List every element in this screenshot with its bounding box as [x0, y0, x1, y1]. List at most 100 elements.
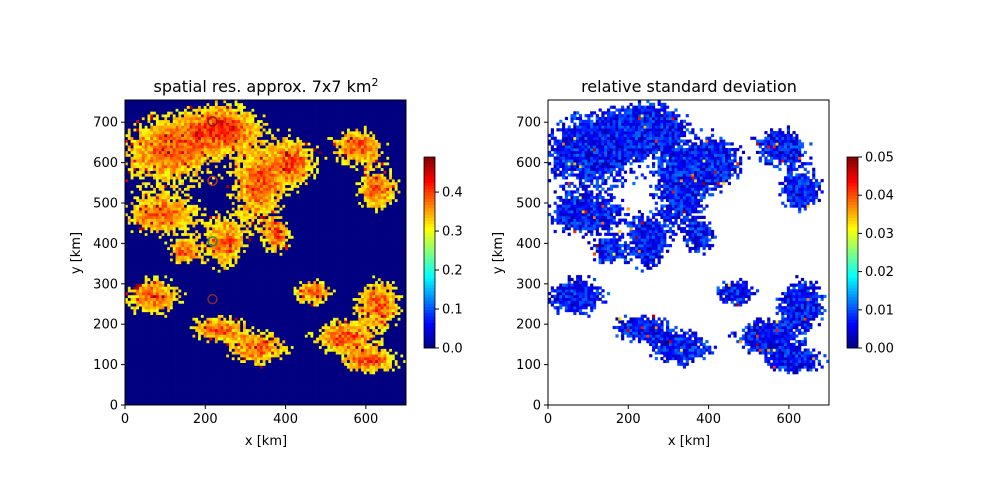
heatmap-cell: [125, 263, 129, 267]
heatmap-cell: [155, 348, 160, 352]
heatmap-cell: [243, 328, 247, 332]
heatmap-cell: [316, 362, 320, 366]
heatmap-cell: [234, 277, 238, 282]
heatmap-cell: [330, 396, 334, 400]
heatmap-cell: [318, 292, 323, 296]
heatmap-cell: [324, 320, 328, 324]
heatmap-cell: [147, 362, 151, 366]
heatmap-cell: [377, 300, 382, 304]
heatmap-cell: [175, 340, 179, 344]
heatmap-cell: [338, 342, 342, 347]
heatmap-cell: [296, 396, 300, 400]
heatmap-cell: [127, 269, 131, 273]
heatmap-cell: [324, 393, 328, 397]
heatmap-cell: [307, 379, 311, 383]
heatmap-cell: [285, 308, 289, 313]
heatmap-cell: [192, 373, 196, 378]
heatmap-cell: [316, 371, 320, 375]
heatmap-cell: [310, 297, 314, 301]
heatmap-cell: [324, 376, 328, 380]
heatmap-cell: [125, 297, 129, 301]
heatmap-cell: [400, 325, 404, 330]
heatmap-cell: [318, 359, 323, 363]
heatmap-cell: [164, 362, 168, 366]
heatmap-cell: [192, 320, 196, 324]
heatmap-cell: [279, 345, 283, 349]
heatmap-cell: [321, 280, 325, 284]
heatmap-cell: [302, 362, 306, 366]
heatmap-cell: [144, 317, 148, 321]
heatmap-cell: [403, 280, 407, 284]
heatmap-cell: [268, 337, 272, 341]
heatmap-cell: [223, 277, 227, 282]
heatmap-cell: [386, 303, 390, 307]
heatmap-cell: [285, 328, 289, 332]
heatmap-cell: [228, 393, 233, 397]
heatmap-cell: [287, 331, 292, 335]
heatmap-cell: [144, 286, 148, 290]
heatmap-cell: [285, 272, 289, 276]
heatmap-cell: [172, 331, 176, 335]
heatmap-cell: [265, 388, 269, 392]
heatmap-cell: [203, 306, 207, 310]
heatmap-cell: [358, 345, 362, 349]
heatmap-cell: [181, 348, 185, 352]
heatmap-cell: [214, 272, 219, 276]
heatmap-cell: [198, 388, 202, 392]
heatmap-cell: [243, 286, 247, 290]
heatmap-cell: [155, 325, 160, 330]
heatmap-cell: [377, 306, 382, 310]
heatmap-cell: [178, 306, 182, 310]
heatmap-cell: [318, 334, 323, 338]
heatmap-cell: [338, 286, 342, 290]
heatmap-cell: [307, 308, 311, 313]
heatmap-cell: [383, 399, 387, 403]
heatmap-cell: [268, 317, 272, 321]
heatmap-cell: [141, 294, 146, 299]
heatmap-cell: [184, 328, 188, 332]
heatmap-cell: [307, 399, 311, 403]
heatmap-cell: [198, 308, 202, 313]
heatmap-cell: [391, 311, 396, 315]
heatmap-cell: [358, 292, 362, 296]
heatmap-cell: [290, 280, 294, 284]
heatmap-cell: [147, 376, 151, 380]
heatmap-cell: [369, 320, 373, 324]
heatmap-cell: [380, 266, 384, 270]
heatmap-cell: [130, 286, 134, 290]
heatmap-cell: [276, 272, 280, 276]
heatmap-cell: [282, 376, 286, 380]
heatmap-cell: [327, 354, 331, 358]
heatmap-cell: [346, 371, 351, 375]
heatmap-cell: [346, 323, 351, 327]
heatmap-cell: [352, 388, 356, 392]
heatmap-cell: [293, 351, 297, 355]
heatmap-cell: [349, 297, 353, 301]
heatmap-cell: [400, 354, 404, 358]
heatmap-cell: [304, 277, 308, 282]
heatmap-cell: [296, 385, 300, 389]
heatmap-cell: [335, 280, 339, 284]
heatmap-cell: [332, 328, 337, 332]
heatmap-cell: [125, 396, 129, 400]
heatmap-cell: [282, 303, 286, 307]
heatmap-cell: [276, 320, 280, 324]
heatmap-cell: [184, 356, 188, 361]
heatmap-cell: [327, 393, 331, 397]
heatmap-cell: [338, 331, 342, 335]
heatmap-cell: [130, 325, 134, 330]
heatmap-cell: [282, 317, 286, 321]
heatmap-cell: [265, 379, 269, 383]
heatmap-cell: [394, 272, 398, 276]
heatmap-cell: [150, 396, 154, 400]
heatmap-cell: [234, 311, 238, 315]
heatmap-cell: [293, 388, 297, 392]
heatmap-cell: [287, 359, 292, 363]
heatmap-cell: [248, 362, 252, 366]
heatmap-cell: [265, 292, 269, 296]
heatmap-cell: [318, 308, 323, 313]
heatmap-cell: [206, 292, 210, 296]
heatmap-cell: [144, 314, 148, 318]
heatmap-cell: [394, 308, 398, 313]
heatmap-cell: [338, 354, 342, 358]
